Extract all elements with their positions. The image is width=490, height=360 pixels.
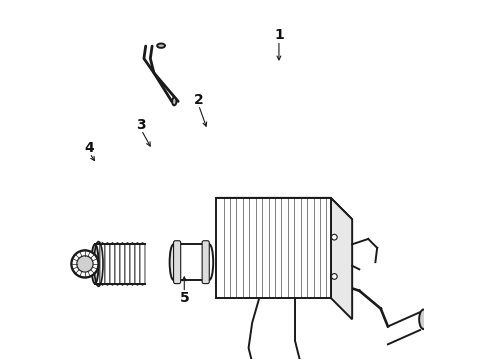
- Polygon shape: [100, 243, 105, 285]
- Polygon shape: [110, 243, 115, 285]
- Ellipse shape: [205, 244, 213, 280]
- FancyBboxPatch shape: [202, 241, 209, 284]
- Polygon shape: [105, 243, 110, 285]
- Ellipse shape: [157, 44, 165, 48]
- Text: 5: 5: [179, 291, 189, 305]
- Ellipse shape: [92, 244, 98, 284]
- Polygon shape: [217, 198, 352, 219]
- Polygon shape: [95, 243, 100, 285]
- Circle shape: [331, 274, 337, 279]
- Polygon shape: [140, 243, 145, 285]
- Text: 2: 2: [194, 93, 203, 107]
- Polygon shape: [135, 243, 140, 285]
- Circle shape: [72, 250, 98, 278]
- Text: 4: 4: [85, 141, 95, 155]
- Text: 3: 3: [137, 118, 146, 132]
- Ellipse shape: [172, 98, 176, 105]
- Polygon shape: [115, 243, 120, 285]
- Polygon shape: [130, 243, 135, 285]
- Ellipse shape: [170, 244, 177, 280]
- Polygon shape: [173, 244, 209, 280]
- Polygon shape: [217, 198, 331, 298]
- FancyBboxPatch shape: [173, 241, 181, 284]
- Circle shape: [77, 256, 93, 272]
- Circle shape: [331, 234, 337, 240]
- Polygon shape: [120, 243, 125, 285]
- Text: 1: 1: [274, 28, 284, 42]
- Polygon shape: [331, 198, 352, 319]
- Polygon shape: [125, 243, 130, 285]
- Ellipse shape: [419, 310, 428, 329]
